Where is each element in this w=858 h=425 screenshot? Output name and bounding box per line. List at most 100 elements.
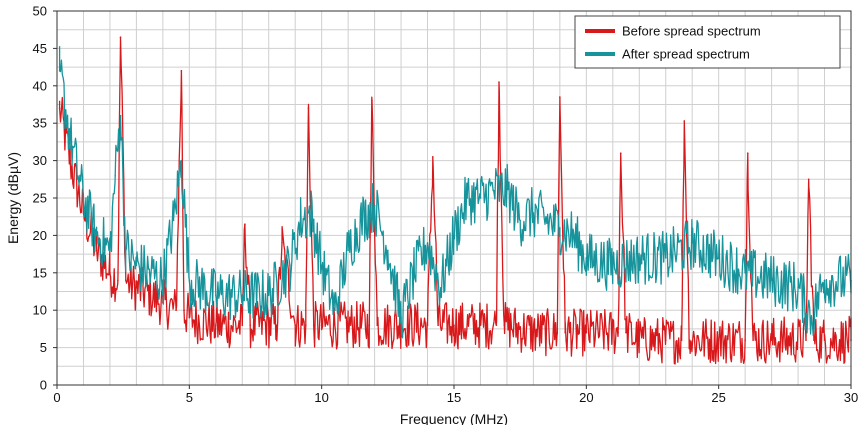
data-point — [289, 264, 291, 267]
data-point — [117, 279, 119, 282]
data-point — [664, 339, 667, 341]
data-point — [241, 294, 244, 297]
series-line-0 — [58, 36, 852, 365]
data-point — [556, 331, 559, 334]
data-point — [183, 309, 185, 312]
data-point — [304, 324, 307, 326]
data-point — [135, 286, 138, 289]
data-point — [612, 264, 614, 267]
y-tick-label: 25 — [33, 191, 47, 206]
data-point — [688, 339, 691, 341]
y-tick-label: 10 — [33, 303, 47, 318]
data-point — [479, 324, 482, 326]
y-tick-label: 50 — [33, 4, 47, 19]
data-point — [683, 120, 686, 122]
data-point — [69, 137, 72, 139]
data-point — [201, 286, 204, 289]
data-point — [188, 279, 191, 282]
x-tick-label: 25 — [711, 390, 725, 405]
data-point — [680, 339, 683, 341]
data-point — [376, 324, 379, 326]
data-point — [347, 324, 349, 326]
series-line-1 — [58, 46, 852, 339]
data-point — [506, 189, 508, 192]
y-tick-label: 5 — [40, 340, 47, 355]
y-tick-label: 40 — [33, 78, 47, 93]
y-axis-label: Energy (dBµV) — [5, 152, 21, 244]
data-point — [426, 324, 429, 326]
data-point — [717, 257, 720, 259]
data-point — [495, 324, 498, 326]
data-point — [559, 227, 561, 229]
x-tick-label: 20 — [579, 390, 593, 405]
data-point — [180, 159, 183, 162]
data-point — [175, 309, 177, 312]
data-point — [770, 339, 773, 341]
data-point — [498, 81, 500, 83]
x-tick-label: 0 — [53, 390, 60, 405]
data-point — [307, 107, 310, 110]
x-tick-label: 30 — [844, 390, 858, 405]
x-tick-label: 5 — [186, 390, 193, 405]
data-point — [805, 339, 807, 341]
data-point — [148, 272, 151, 274]
data-point — [810, 316, 813, 319]
data-point — [125, 249, 127, 252]
data-point — [119, 36, 122, 38]
data-point — [492, 189, 495, 192]
data-point — [373, 204, 376, 207]
data-point — [559, 96, 561, 98]
legend-label-after: After spread spectrum — [622, 47, 750, 62]
legend-label-before: Before spread spectrum — [622, 24, 761, 39]
data-point — [215, 324, 217, 326]
data-point — [320, 324, 323, 326]
data-point — [813, 339, 815, 341]
legend: Before spread spectrum After spread spec… — [574, 15, 841, 69]
data-point — [664, 257, 667, 259]
data-point — [82, 197, 85, 199]
data-point — [432, 156, 434, 158]
data-point — [244, 223, 246, 225]
data-point — [426, 242, 429, 244]
data-point — [437, 324, 439, 326]
data-point — [744, 272, 746, 274]
data-point — [519, 219, 521, 222]
data-point — [371, 99, 373, 102]
data-point — [752, 339, 754, 341]
data-point — [717, 339, 720, 341]
data-point — [135, 264, 138, 267]
data-point — [532, 331, 535, 334]
data-point — [387, 249, 389, 252]
data-point — [119, 114, 122, 117]
y-tick-label: 45 — [33, 41, 47, 56]
data-point — [746, 152, 749, 154]
data-point — [770, 279, 773, 282]
data-point — [215, 294, 217, 297]
data-point — [532, 212, 535, 214]
y-tick-label: 20 — [33, 228, 47, 243]
data-point — [180, 70, 183, 72]
data-point — [312, 324, 315, 326]
data-point — [564, 331, 566, 334]
data-point — [585, 257, 588, 259]
data-point — [188, 316, 191, 319]
y-tick-label: 35 — [33, 116, 47, 131]
x-tick-label: 10 — [314, 390, 328, 405]
data-point — [545, 219, 548, 222]
data-point — [360, 219, 363, 222]
data-point — [466, 197, 469, 199]
data-point — [334, 309, 336, 312]
data-point — [585, 331, 588, 334]
data-point — [241, 324, 244, 326]
data-point — [368, 324, 371, 326]
y-tick-label: 30 — [33, 153, 47, 168]
data-point — [413, 272, 416, 274]
data-point — [267, 294, 270, 297]
x-axis-label: Frequency (MHz) — [400, 411, 508, 425]
data-point — [691, 242, 693, 244]
data-point — [572, 234, 574, 237]
data-point — [617, 331, 619, 334]
data-point — [797, 286, 799, 289]
data-point — [479, 197, 482, 199]
